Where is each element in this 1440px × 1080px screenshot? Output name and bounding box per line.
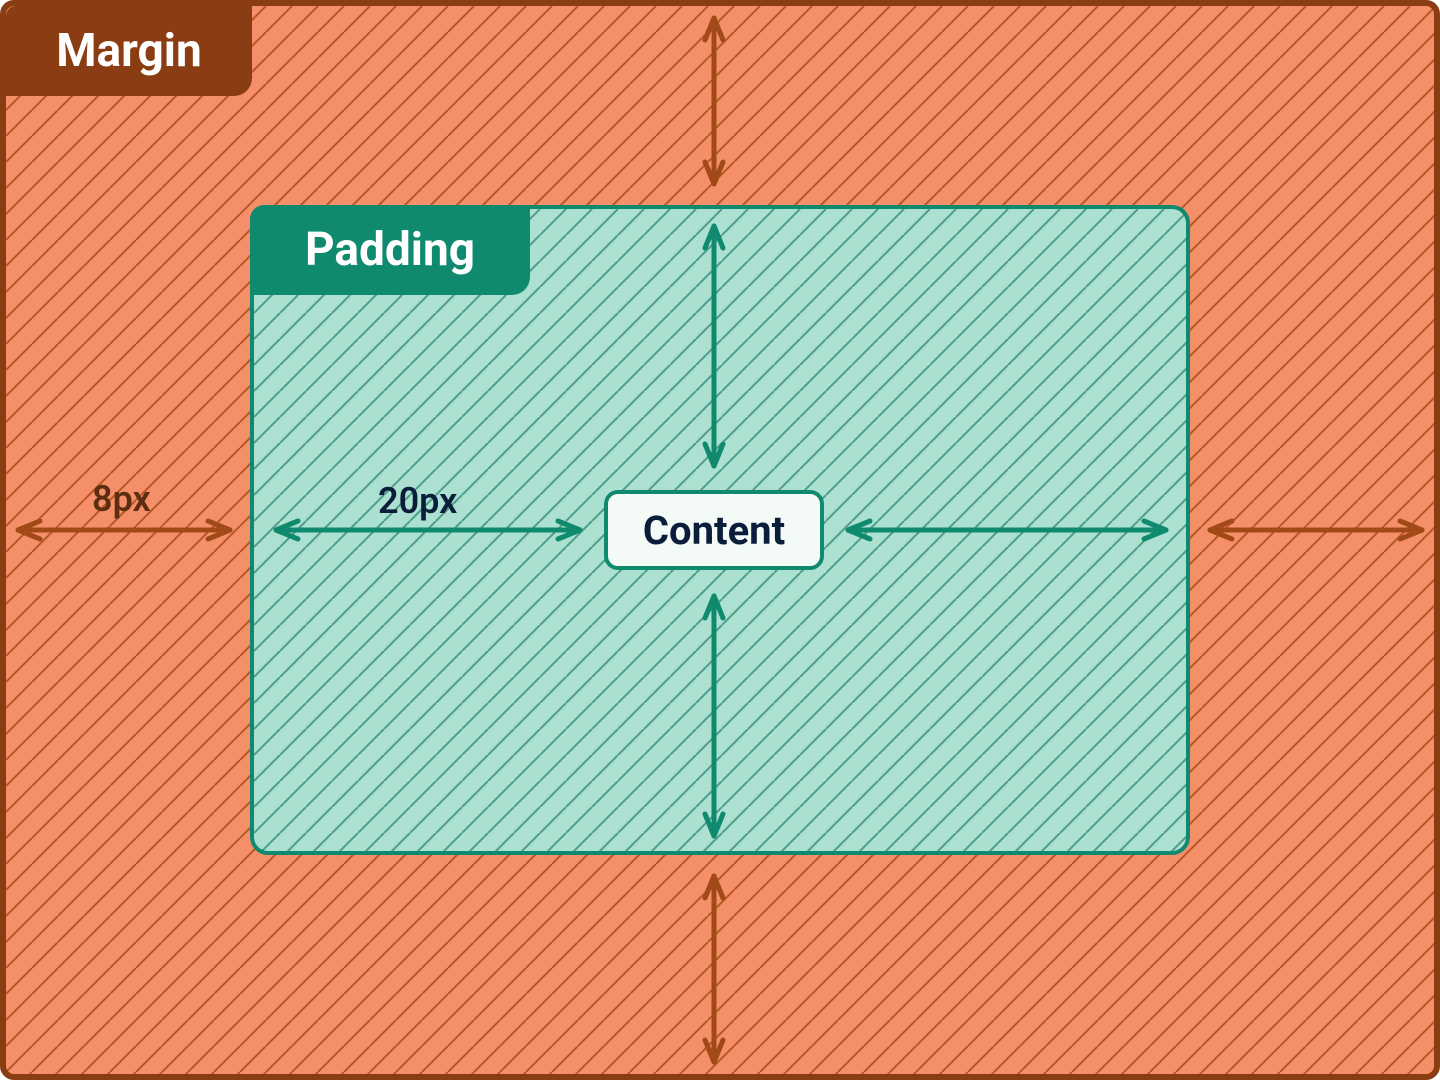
padding-label-tag: Padding xyxy=(250,205,530,295)
padding-arrow-left xyxy=(250,504,606,557)
margin-label-tag: Margin xyxy=(6,6,252,96)
margin-label-text: Margin xyxy=(56,24,202,78)
content-region: Content xyxy=(604,490,824,570)
padding-arrow-top xyxy=(688,200,741,492)
padding-label-text: Padding xyxy=(305,223,475,277)
margin-arrow-top xyxy=(688,0,741,210)
box-model-diagram: Margin Padding Content 8px 20px xyxy=(0,0,1440,1080)
padding-arrow-bottom xyxy=(688,570,741,862)
margin-arrow-bottom xyxy=(688,850,741,1080)
content-label-text: Content xyxy=(643,507,785,554)
margin-arrow-left xyxy=(0,504,256,557)
padding-arrow-right xyxy=(822,504,1192,557)
margin-arrow-right xyxy=(1184,504,1440,557)
